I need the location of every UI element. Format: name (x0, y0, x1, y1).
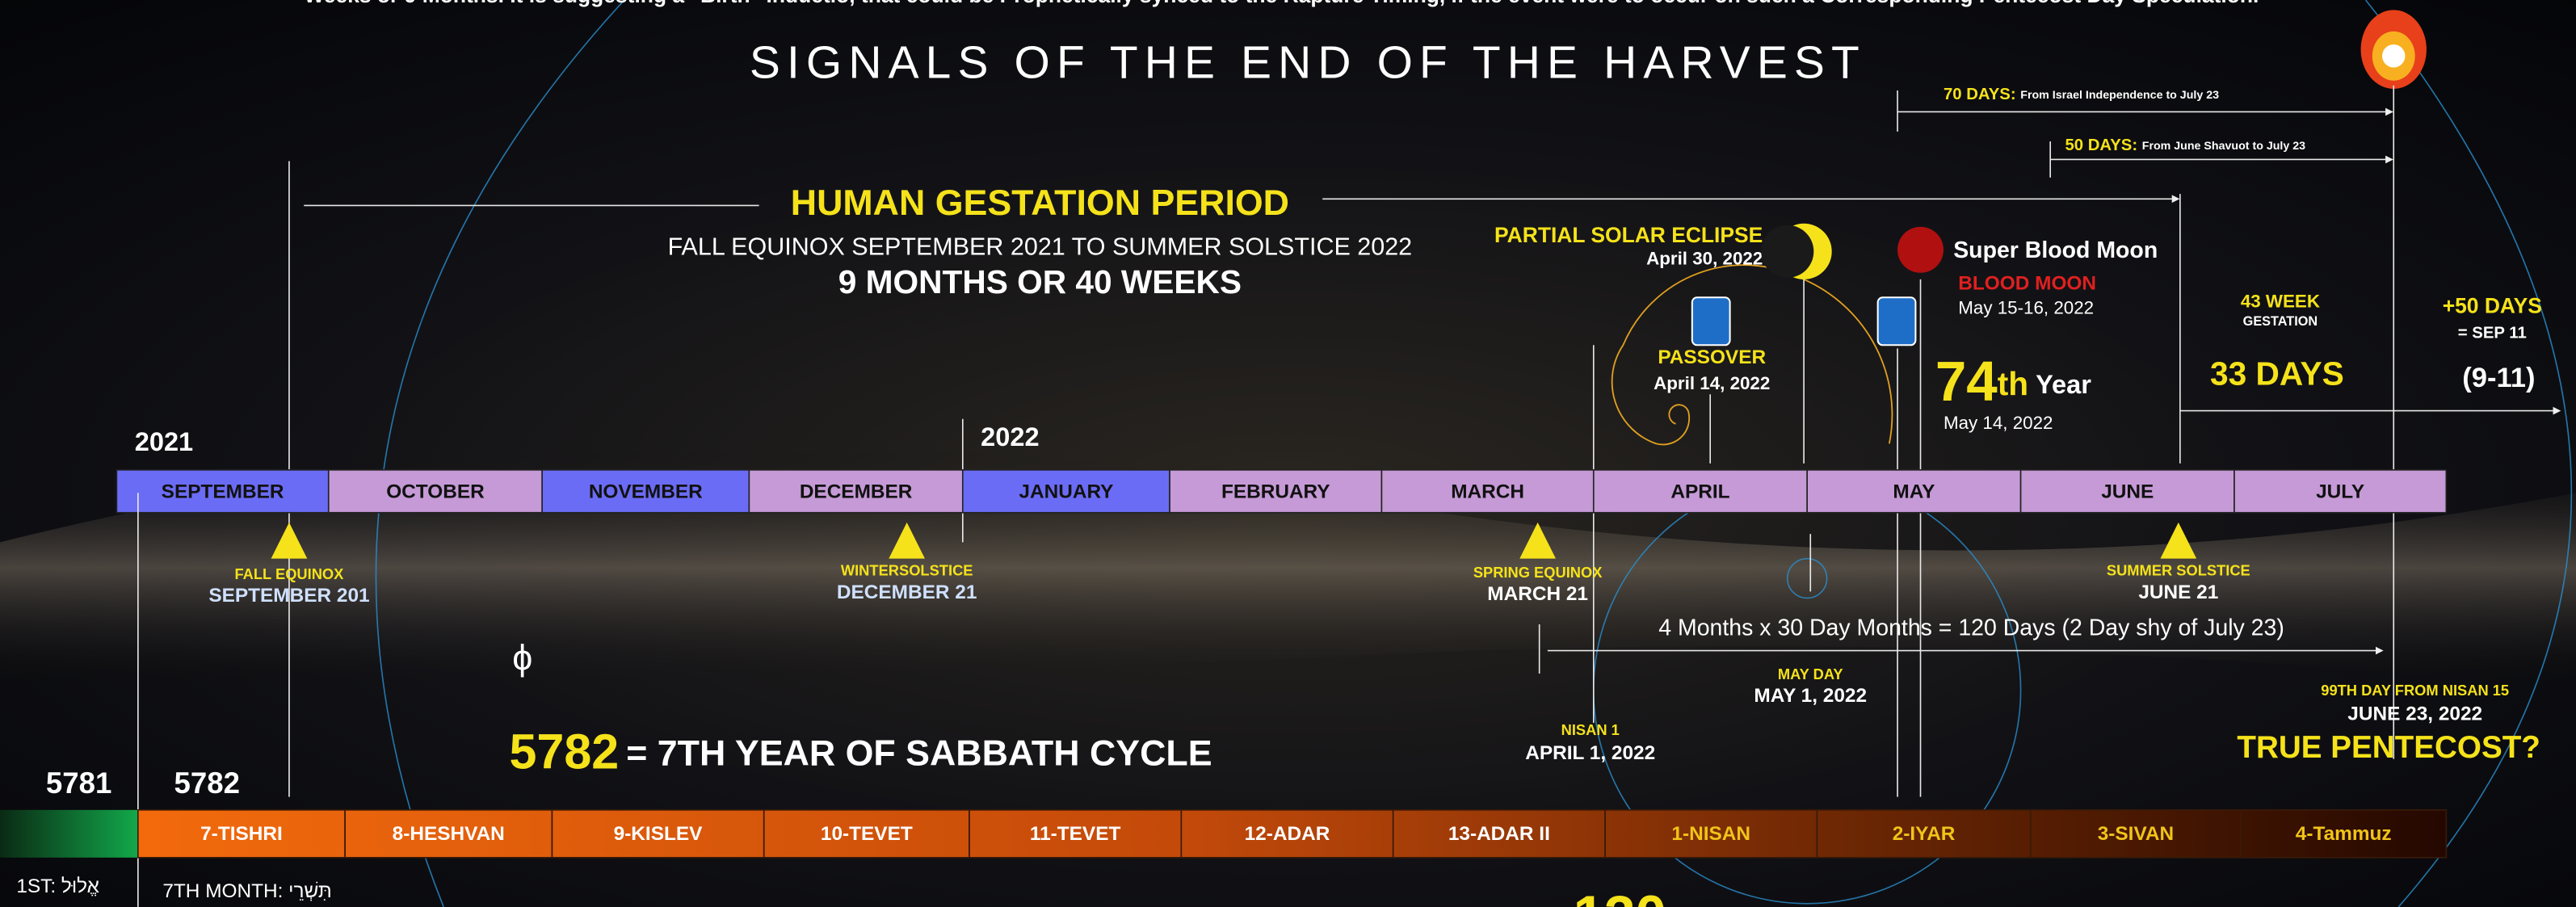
pentecost-date: JUNE 23, 2022 (2347, 703, 2482, 724)
season-marker (271, 522, 308, 559)
month-label: APRIL (1670, 481, 1729, 503)
days33: 33 DAYS (2210, 355, 2344, 393)
hebrew-label: 12-ADAR (1245, 823, 1330, 845)
gestation-subtitle: FALL EQUINOX SEPTEMBER 2021 TO SUMMER SO… (668, 233, 1413, 260)
hebrew-label: 8-HESHVAN (393, 823, 505, 845)
hebrew-cell (2240, 809, 2448, 859)
seasons: FALL EQUINOX SEPTEMBER 201 WINTERSOLSTICE D… (208, 522, 2250, 607)
may-day-date: MAY 1, 2022 (1754, 685, 1867, 707)
flame-icon (2360, 10, 2427, 89)
hebrew-months: 7-TISHRI 8-HESHVAN 9-KISLEV 10-TEVET 11-TEVE… (137, 809, 2448, 859)
month-label: NOVEMBER (589, 481, 703, 503)
month-cell (748, 469, 964, 514)
blood-moon-subtitle: BLOOD MOON (1958, 272, 2096, 294)
month-label: JULY (2316, 481, 2364, 503)
hebrew-year-prev: 5781 (46, 766, 111, 800)
intro-text: Weeks or 9 Months. It is suggesting a "B… (304, 0, 2259, 7)
sabbath: 5782 = 7TH YEAR OF SABBATH CYCLE (509, 724, 1212, 779)
hebrew-bar (137, 809, 2447, 858)
month-label: MARCH (1451, 481, 1524, 503)
season-date: SEPTEMBER 201 (208, 585, 369, 607)
season-title: WINTERSOLSTICE (841, 562, 973, 579)
week43-title: 43 WEEK (2241, 291, 2320, 311)
hebrew-label: 1-NISAN (1671, 823, 1750, 845)
season-date: JUNE 21 (2138, 582, 2218, 603)
gestation-title: HUMAN GESTATION PERIOD (791, 183, 1289, 223)
hebrew-label: 11-TEVET (1030, 823, 1121, 845)
hebrew-label: 9-KISLEV (614, 823, 704, 845)
plus50-title: +50 DAYS (2443, 293, 2542, 317)
season-date: MARCH 21 (1487, 583, 1588, 605)
israel-badges (1691, 296, 1917, 346)
title: SIGNALS OF THE END OF THE HARVEST (750, 37, 1866, 89)
season-date: DECEMBER 21 (837, 582, 977, 603)
month-bar: SEPTEMBER OCTOBER NOVEMBER DECEMBER JANUARY F… (116, 469, 2448, 514)
gestation-duration: 9 MONTHS OR 40 WEEKS (838, 263, 1242, 300)
eclipse-shadow (1761, 225, 1814, 278)
seventy-days: 70 DAYS: From Israel Independence to Jul… (1944, 86, 2219, 104)
phi: ϕ (512, 638, 532, 678)
blood-moon-title: Super Blood Moon (1953, 237, 2158, 263)
month-label: OCTOBER (386, 481, 485, 503)
month-cell (327, 469, 543, 514)
season-title: SPRING EQUINOX (1473, 564, 1603, 581)
israel-date: May 14, 2022 (1944, 413, 2053, 433)
season-marker (889, 522, 926, 559)
pentecost-title: 99TH DAY FROM NISAN 15 (2321, 682, 2509, 699)
pentecost-question: TRUE PENTECOST? (2237, 730, 2540, 765)
may-day-title: MAY DAY (1778, 666, 1843, 682)
month-cell (1592, 469, 1808, 514)
month-label: JANUARY (1019, 481, 1113, 503)
blood-moon-icon (1897, 226, 1944, 273)
eclipse-title: PARTIAL SOLAR ECLIPSE (1494, 223, 1763, 247)
season-marker (2160, 522, 2197, 559)
hebrew-year-current: 5782 (174, 766, 240, 800)
year-2022: 2022 (981, 422, 1039, 451)
plus50-note: (9-11) (2462, 363, 2535, 393)
elul-cell (0, 809, 138, 858)
hebrew-label: 13-ADAR II (1448, 823, 1550, 845)
footer-seventh: 7TH MONTH: תִּשְׁרֵי (162, 880, 331, 902)
month-label: MAY (1893, 481, 1935, 503)
month-cell (1380, 469, 1595, 514)
month-cell (1169, 469, 1383, 514)
nisan1-date: APRIL 1, 2022 (1525, 742, 1655, 764)
passover-date: April 14, 2022 (1654, 373, 1770, 393)
footer-count: 130 (1574, 884, 1666, 907)
month-label: FEBRUARY (1221, 481, 1330, 503)
nisan1-title: NISAN 1 (1561, 721, 1620, 738)
month-cell (2234, 469, 2448, 514)
four-months: 4 Months x 30 Day Months = 120 Days (2 D… (1658, 615, 2284, 641)
hebrew-label: 4-Tammuz (2296, 823, 2392, 845)
season-marker (1519, 522, 1557, 559)
blood-moon-date: May 15-16, 2022 (1958, 297, 2094, 317)
month-cell (541, 469, 750, 514)
month-label: SEPTEMBER (162, 481, 284, 503)
week43-subtitle: GESTATION (2243, 314, 2318, 329)
hebrew-label: 10-TEVET (821, 823, 913, 845)
hebrew-label: 3-SIVAN (2098, 823, 2174, 845)
footer-first: 1ST: אֱלוּל (16, 876, 99, 897)
passover-title: PASSOVER (1658, 346, 1766, 368)
israel-year: 74th Year (1935, 350, 2091, 413)
month-cell (2019, 469, 2235, 514)
eclipse-date: April 30, 2022 (1646, 248, 1763, 268)
fifty-days: 50 DAYS: From June Shavuot to July 23 (2065, 137, 2305, 155)
hebrew-label: 2-IYAR (1893, 823, 1956, 845)
season-title: FALL EQUINOX (235, 565, 345, 582)
month-cell (961, 469, 1170, 514)
season-title: SUMMER SOLSTICE (2107, 562, 2250, 579)
plus50-subtitle: = SEP 11 (2458, 324, 2527, 342)
year-2021: 2021 (135, 427, 193, 456)
month-label: DECEMBER (800, 481, 913, 503)
month-label: JUNE (2101, 481, 2154, 503)
hebrew-label: 7-TISHRI (200, 823, 283, 845)
golden-spiral (1611, 264, 1893, 446)
